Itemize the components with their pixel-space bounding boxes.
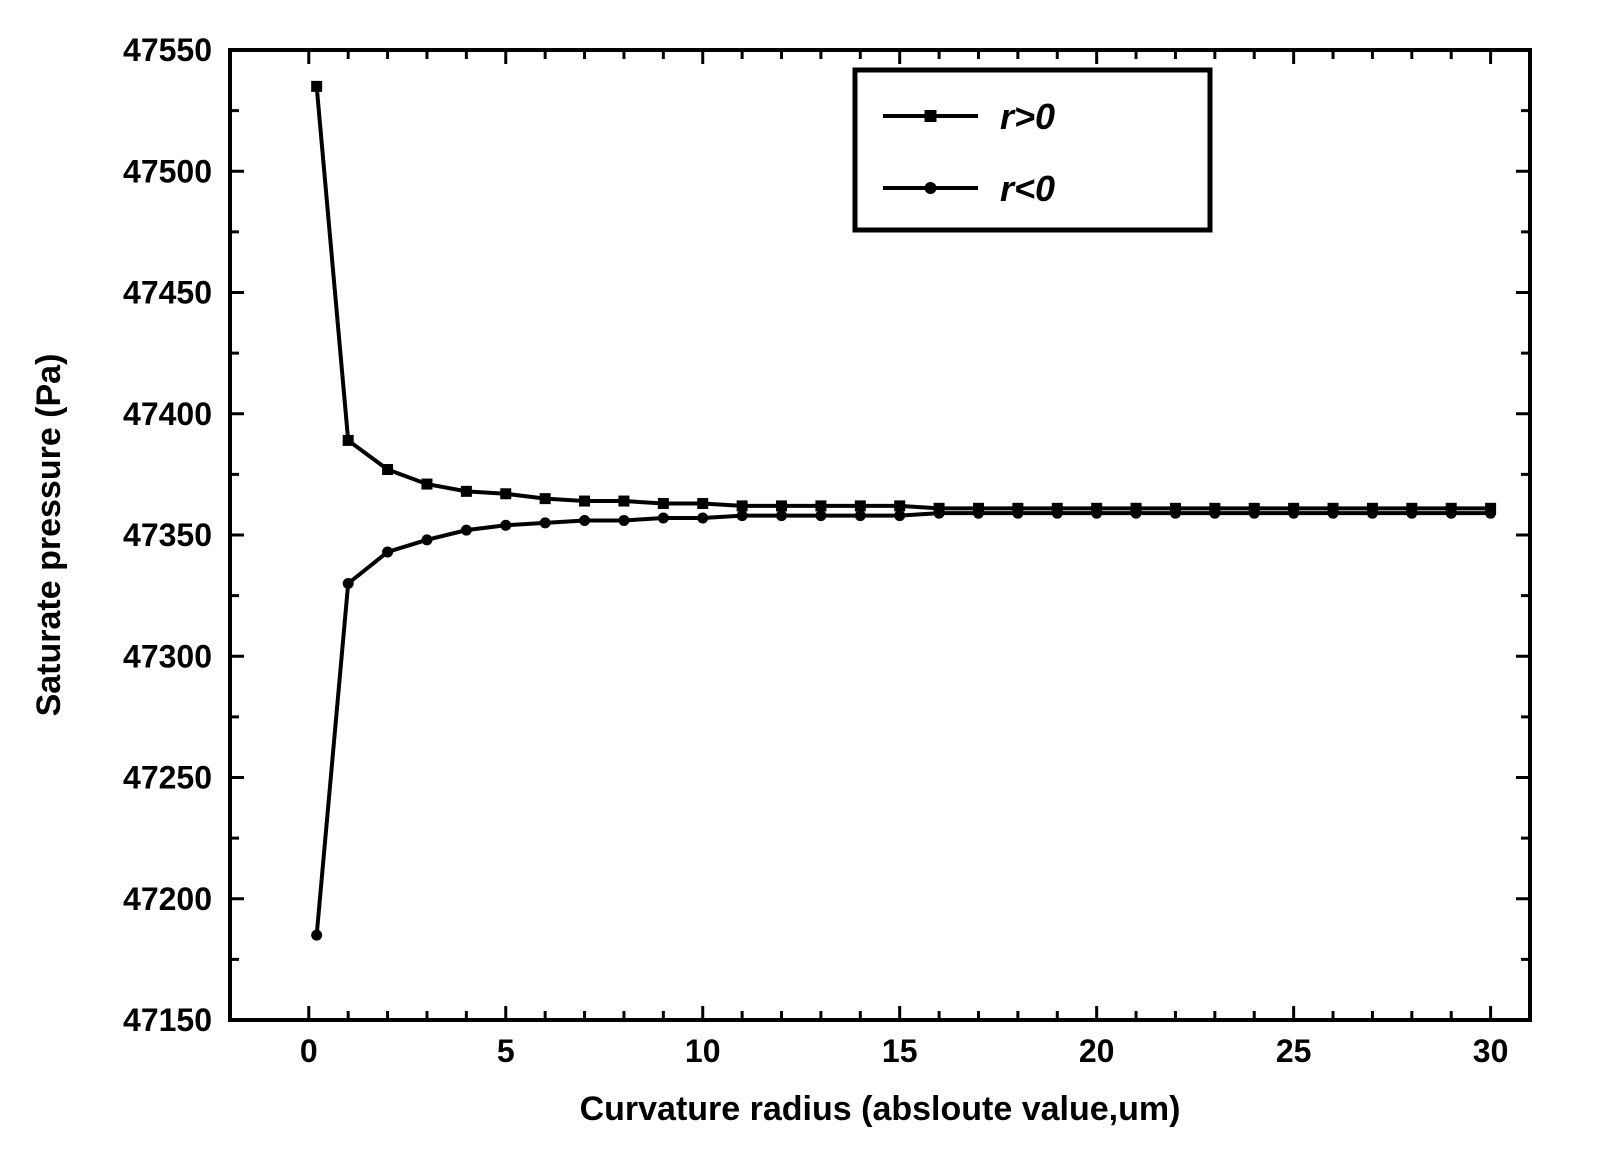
circle-marker-icon bbox=[579, 515, 590, 526]
xtick-label: 30 bbox=[1473, 1033, 1509, 1069]
square-marker-icon bbox=[894, 500, 905, 511]
circle-marker-icon bbox=[1367, 508, 1378, 519]
square-marker-icon bbox=[697, 498, 708, 509]
square-marker-icon bbox=[311, 81, 322, 92]
circle-marker-icon bbox=[894, 510, 905, 521]
ytick-label: 47150 bbox=[123, 1002, 212, 1038]
circle-marker-icon bbox=[311, 930, 322, 941]
circle-marker-icon bbox=[1249, 508, 1260, 519]
xtick-label: 0 bbox=[300, 1033, 318, 1069]
xtick-label: 10 bbox=[685, 1033, 721, 1069]
circle-marker-icon bbox=[697, 513, 708, 524]
circle-marker-icon bbox=[1328, 508, 1339, 519]
square-marker-icon bbox=[579, 496, 590, 507]
square-marker-icon bbox=[815, 500, 826, 511]
ytick-label: 47250 bbox=[123, 760, 212, 796]
circle-marker-icon bbox=[658, 513, 669, 524]
circle-marker-icon bbox=[1052, 508, 1063, 519]
circle-marker-icon bbox=[540, 517, 551, 528]
xtick-label: 15 bbox=[882, 1033, 918, 1069]
square-marker-icon bbox=[737, 500, 748, 511]
square-marker-icon bbox=[776, 500, 787, 511]
circle-marker-icon bbox=[1012, 508, 1023, 519]
ytick-label: 47300 bbox=[123, 638, 212, 674]
circle-marker-icon bbox=[776, 510, 787, 521]
circle-marker-icon bbox=[1170, 508, 1181, 519]
circle-marker-icon bbox=[973, 508, 984, 519]
legend-label: r<0 bbox=[1000, 168, 1055, 209]
square-marker-icon bbox=[618, 496, 629, 507]
legend-label: r>0 bbox=[1000, 96, 1055, 137]
ytick-label: 47400 bbox=[123, 396, 212, 432]
square-marker-icon bbox=[925, 110, 937, 122]
ytick-label: 47550 bbox=[123, 32, 212, 68]
circle-marker-icon bbox=[855, 510, 866, 521]
circle-marker-icon bbox=[815, 510, 826, 521]
square-marker-icon bbox=[658, 498, 669, 509]
circle-marker-icon bbox=[925, 182, 937, 194]
circle-marker-icon bbox=[461, 525, 472, 536]
square-marker-icon bbox=[343, 435, 354, 446]
circle-marker-icon bbox=[1288, 508, 1299, 519]
circle-marker-icon bbox=[382, 546, 393, 557]
square-marker-icon bbox=[421, 479, 432, 490]
saturate-pressure-chart: 0 5 10 15 20 25 30 47150 47200 47250 47300 47350 474… bbox=[0, 0, 1615, 1153]
x-axis-label: Curvature radius (absloute value,um) bbox=[580, 1090, 1181, 1128]
ytick-label: 47200 bbox=[123, 881, 212, 917]
square-marker-icon bbox=[855, 500, 866, 511]
circle-marker-icon bbox=[618, 515, 629, 526]
xtick-label: 20 bbox=[1079, 1033, 1115, 1069]
ytick-label: 47500 bbox=[123, 153, 212, 189]
circle-marker-icon bbox=[1446, 508, 1457, 519]
circle-marker-icon bbox=[934, 508, 945, 519]
circle-marker-icon bbox=[1091, 508, 1102, 519]
circle-marker-icon bbox=[1406, 508, 1417, 519]
circle-marker-icon bbox=[1131, 508, 1142, 519]
square-marker-icon bbox=[461, 486, 472, 497]
xtick-label: 25 bbox=[1276, 1033, 1312, 1069]
circle-marker-icon bbox=[1209, 508, 1220, 519]
circle-marker-icon bbox=[500, 520, 511, 531]
y-axis-label: Saturate pressure (Pa) bbox=[30, 354, 68, 717]
ytick-label: 47350 bbox=[123, 517, 212, 553]
circle-marker-icon bbox=[737, 510, 748, 521]
circle-marker-icon bbox=[421, 534, 432, 545]
xtick-label: 5 bbox=[497, 1033, 515, 1069]
square-marker-icon bbox=[500, 488, 511, 499]
circle-marker-icon bbox=[343, 578, 354, 589]
ytick-label: 47450 bbox=[123, 275, 212, 311]
circle-marker-icon bbox=[1485, 508, 1496, 519]
square-marker-icon bbox=[382, 464, 393, 475]
square-marker-icon bbox=[540, 493, 551, 504]
